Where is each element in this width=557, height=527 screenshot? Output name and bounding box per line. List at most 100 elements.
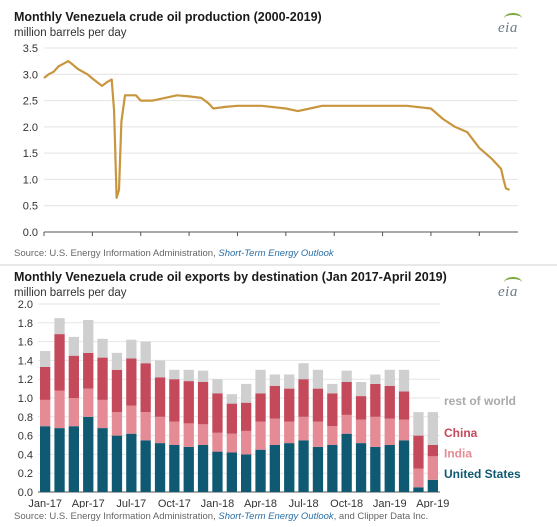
bar-segment: [269, 385, 280, 419]
bar-segment: [40, 351, 51, 367]
bar-segment: [140, 363, 151, 413]
bar-segment: [197, 382, 209, 425]
y-tick-label: 1.0: [23, 174, 38, 186]
bar-segment: [355, 396, 367, 420]
legend-label: China: [444, 426, 478, 440]
bar-segment: [255, 421, 266, 450]
bar-segment: [284, 388, 295, 422]
y-tick-label: 3.5: [23, 43, 38, 55]
bar-segment: [384, 385, 395, 419]
bar-segment: [140, 440, 151, 492]
bar-segment: [154, 377, 166, 417]
y-tick-label: 0.2: [18, 468, 33, 480]
x-tick-label: 2018: [467, 239, 491, 240]
bar-segment: [197, 424, 209, 445]
y-tick-label: 0.5: [23, 201, 38, 213]
bar-segment: [226, 452, 237, 492]
bar-segment: [370, 416, 381, 447]
bar-segment: [183, 381, 194, 424]
eia-logo-icon: eia: [498, 13, 522, 37]
x-tick-label: Jul-17: [116, 498, 146, 508]
y-tick-label: 1.0: [18, 393, 33, 405]
bar-segment: [169, 379, 180, 422]
production-chart-ylabel: million barrels per day: [14, 27, 127, 39]
bar-segment: [226, 403, 237, 434]
bar-segment: [126, 433, 137, 492]
bar-segment: [97, 399, 108, 429]
bar-segment: [83, 388, 94, 417]
bar-segment: [298, 440, 309, 492]
bar-segment: [355, 419, 367, 444]
bar-segment: [284, 443, 295, 492]
bar-segment: [341, 433, 352, 492]
bar-segment: [169, 369, 180, 380]
bar-segment: [111, 352, 123, 370]
bar-segment: [427, 445, 438, 457]
bar-segment: [427, 479, 438, 492]
bar-segment: [111, 412, 123, 436]
bar-segment: [427, 412, 438, 445]
x-tick-label: Jan-17: [28, 498, 62, 508]
bar-segment: [183, 423, 194, 447]
bar-segment: [197, 445, 209, 492]
bar-segment: [398, 369, 410, 392]
bar-segment: [413, 468, 424, 488]
bar-segment: [154, 360, 166, 378]
bar-segment: [68, 426, 79, 492]
bar-segment: [83, 320, 94, 353]
bar-segment: [384, 445, 395, 492]
x-tick-label: Oct-17: [158, 498, 191, 508]
bar-segment: [54, 428, 65, 492]
y-tick-label: 0.6: [18, 431, 33, 443]
bar-segment: [370, 383, 381, 417]
y-tick-label: 1.8: [18, 318, 33, 330]
x-tick-label: Apr-18: [244, 498, 277, 508]
bar-segment: [355, 443, 367, 492]
x-tick-label: 2016: [419, 239, 443, 240]
bar-segment: [68, 336, 79, 356]
bar-segment: [111, 435, 123, 492]
bar-segment: [327, 445, 338, 492]
bar-segment: [327, 383, 338, 394]
bar-segment: [212, 379, 223, 394]
bar-segment: [54, 318, 65, 335]
bar-segment: [355, 382, 367, 397]
bar-segment: [154, 416, 166, 444]
exports-chart-ylabel: million barrels per day: [14, 287, 127, 299]
y-tick-label: 1.6: [18, 337, 33, 349]
bar-segment: [341, 414, 352, 434]
bar-segment: [83, 416, 94, 492]
x-tick-label: 2002: [80, 239, 104, 240]
x-tick-label: 2010: [274, 239, 298, 240]
y-tick-label: 0.0: [18, 487, 33, 499]
bar-segment: [126, 339, 137, 359]
bar-segment: [370, 446, 381, 492]
y-tick-label: 1.4: [18, 355, 33, 367]
y-tick-label: 2.0: [18, 299, 33, 311]
production-series-line: [43, 60, 510, 199]
bar-segment: [40, 426, 51, 492]
exports-chart-panel: Monthly Venezuela crude oil exports by d…: [0, 268, 557, 527]
x-tick-label: Jan-18: [201, 498, 235, 508]
bar-segment: [54, 334, 65, 391]
x-tick-label: Jan-19: [373, 498, 407, 508]
bar-segment: [398, 440, 410, 492]
y-tick-label: 1.2: [18, 374, 33, 386]
exports-chart-source: Source: U.S. Energy Information Administ…: [14, 511, 429, 522]
bar-segment: [255, 369, 266, 394]
production-chart-source: Source: U.S. Energy Information Administ…: [14, 248, 334, 259]
bar-segment: [413, 435, 424, 469]
bar-segment: [97, 357, 108, 400]
legend-label: rest of world: [444, 394, 516, 408]
bar-segment: [126, 358, 137, 406]
bar-segment: [312, 388, 324, 422]
x-tick-label: 2004: [128, 239, 152, 240]
bar-segment: [384, 369, 395, 386]
bar-segment: [370, 374, 381, 384]
bar-segment: [212, 451, 223, 492]
bar-segment: [327, 393, 338, 427]
legend-label: United States: [444, 467, 521, 481]
bar-segment: [111, 369, 123, 413]
x-tick-label: 2008: [225, 239, 249, 240]
bar-segment: [68, 398, 79, 427]
